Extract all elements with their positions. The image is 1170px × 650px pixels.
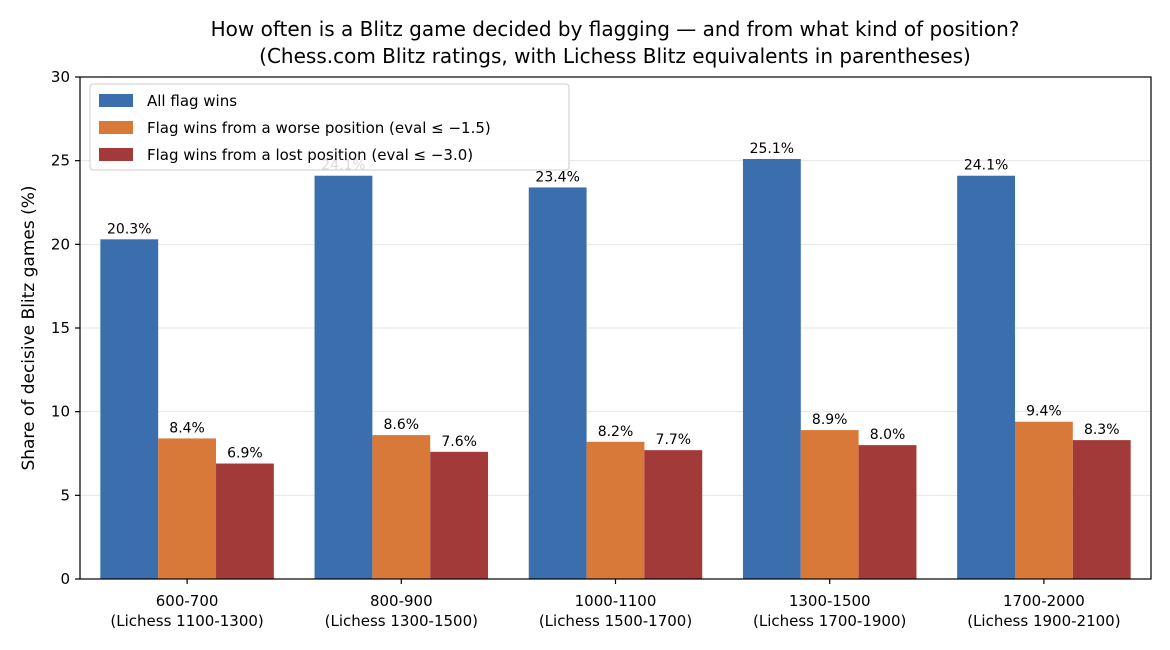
- y-tick-label: 10: [51, 403, 70, 421]
- x-tick-label: (Lichess 1100-1300): [110, 612, 263, 630]
- x-tick-label: 1300-1500: [789, 592, 871, 610]
- bar-value-label: 23.4%: [535, 169, 579, 185]
- x-axis: 600-700 (Lichess 1100-1300) 800-900 (Liches…: [110, 579, 1121, 630]
- x-tick-label: 800-900: [370, 592, 433, 610]
- bar-value-label: 8.0%: [870, 427, 906, 443]
- legend-box: [89, 83, 570, 171]
- bar-value-label: 25.1%: [750, 141, 794, 157]
- bar: [586, 441, 645, 579]
- bar-value-label: 20.3%: [107, 221, 151, 237]
- x-tick-label: (Lichess 1700-1900): [753, 612, 906, 630]
- y-tick-label: 0: [60, 570, 70, 588]
- x-tick-label: 600-700: [156, 592, 219, 610]
- bar: [430, 451, 489, 579]
- bar: [158, 438, 217, 579]
- bar: [372, 435, 431, 579]
- bar: [528, 187, 587, 579]
- bar-value-label: 8.4%: [169, 420, 205, 436]
- legend: All flag wins Flag wins from a worse posi…: [89, 83, 570, 171]
- chart-title: How often is a Blitz game decided by fla…: [211, 17, 1020, 41]
- chart-subtitle: (Chess.com Blitz ratings, with Lichess B…: [259, 44, 971, 68]
- x-tick-label: (Lichess 1900-2100): [967, 612, 1120, 630]
- legend-entry: Flag wins from a lost position (eval ≤ −…: [147, 146, 473, 164]
- x-tick-label: 1000-1100: [575, 592, 657, 610]
- legend-entry: All flag wins: [147, 92, 237, 110]
- y-tick-label: 5: [60, 486, 70, 504]
- bar: [644, 450, 703, 579]
- bar: [100, 239, 159, 579]
- legend-swatch: [99, 121, 133, 134]
- bar-value-label: 7.7%: [656, 432, 692, 448]
- bar-value-label: 24.1%: [964, 158, 1008, 174]
- y-axis-label: Share of decisive Blitz games (%): [19, 185, 39, 470]
- bar: [1014, 421, 1073, 579]
- x-tick-label: (Lichess 1300-1500): [325, 612, 478, 630]
- y-tick-label: 30: [51, 68, 70, 86]
- y-tick-label: 25: [51, 152, 70, 170]
- bar-value-label: 8.3%: [1084, 422, 1120, 438]
- bar-value-label: 8.9%: [812, 412, 848, 428]
- bar: [1072, 440, 1131, 579]
- bar: [314, 175, 373, 579]
- bar: [800, 430, 859, 579]
- legend-entry: Flag wins from a worse position (eval ≤ …: [147, 119, 491, 137]
- bar: [216, 463, 274, 579]
- y-tick-label: 20: [51, 235, 70, 253]
- legend-swatch: [99, 148, 133, 161]
- legend-swatch: [99, 94, 133, 107]
- bar: [742, 158, 801, 579]
- bar: [957, 175, 1015, 579]
- y-axis: 0 5 10 15 20 25 30: [51, 68, 80, 588]
- bar-value-label: 6.9%: [227, 446, 263, 462]
- bar-value-label: 7.6%: [441, 434, 477, 450]
- bar-value-label: 9.4%: [1026, 404, 1062, 420]
- bar-value-label: 8.6%: [384, 417, 420, 433]
- y-tick-label: 15: [51, 319, 70, 337]
- bar: [858, 445, 917, 579]
- bars: [100, 158, 1131, 579]
- bar-value-label: 8.2%: [598, 424, 634, 440]
- x-tick-label: 1700-2000: [1003, 592, 1085, 610]
- x-tick-label: (Lichess 1500-1700): [539, 612, 692, 630]
